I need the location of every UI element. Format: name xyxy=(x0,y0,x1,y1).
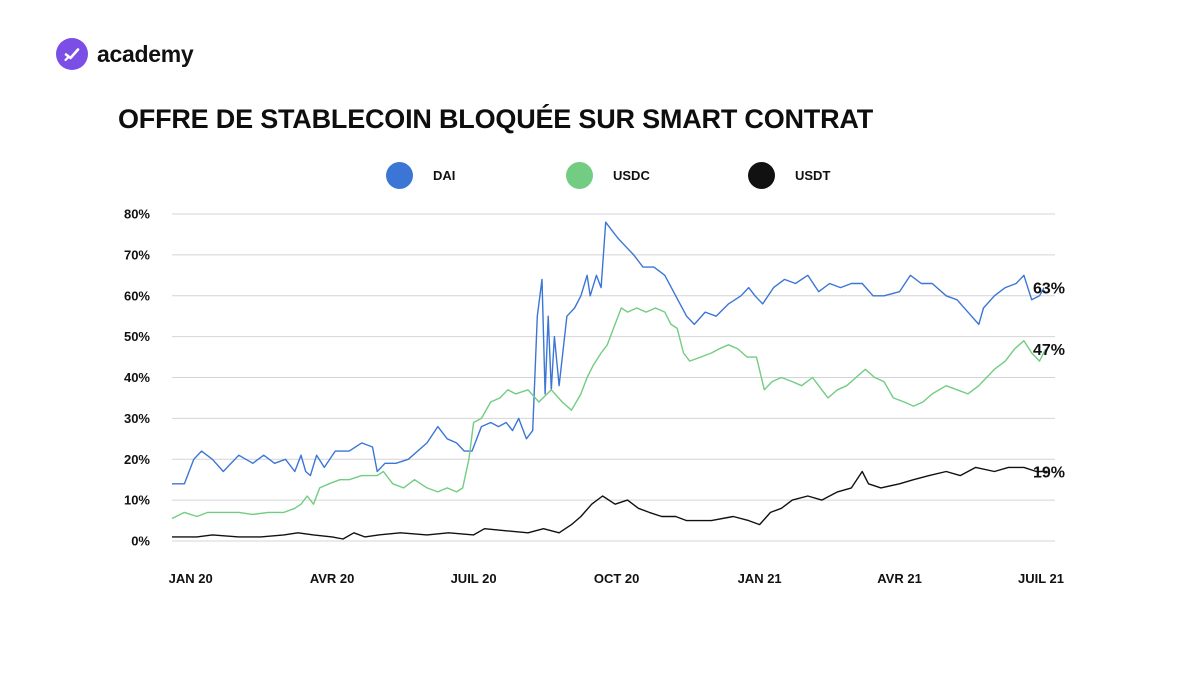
x-tick-label: AVR 20 xyxy=(310,571,355,586)
series-line-usdc xyxy=(171,307,1047,520)
chart-title: OFFRE DE STABLECOIN BLOQUÉE SUR SMART CO… xyxy=(118,104,873,134)
legend-item-usdt: USDT xyxy=(748,162,830,189)
y-tick-label: 60% xyxy=(124,288,150,303)
end-value-label: 19% xyxy=(1033,465,1065,482)
series-line-dai xyxy=(172,221,1045,485)
x-tick-label: OCT 20 xyxy=(594,571,640,586)
checkmark-icon xyxy=(56,38,88,70)
y-tick-label: 10% xyxy=(124,493,150,508)
end-value-label: 47% xyxy=(1033,342,1065,359)
end-value-label: 63% xyxy=(1033,281,1065,298)
y-tick-label: 0% xyxy=(131,534,150,549)
x-tick-label: AVR 21 xyxy=(877,571,922,586)
y-tick-label: 30% xyxy=(124,411,150,426)
legend-swatch xyxy=(386,162,413,189)
legend-swatch xyxy=(748,162,775,189)
legend-item-dai: DAI xyxy=(386,162,455,189)
y-tick-label: 40% xyxy=(124,370,150,385)
x-tick-label: JUIL 20 xyxy=(451,571,497,586)
y-tick-label: 70% xyxy=(124,247,150,262)
legend-label: USDT xyxy=(795,168,831,183)
chart-legend: DAI USDC USDT xyxy=(0,162,1200,190)
series-line-usdt xyxy=(172,466,1048,540)
x-tick-label: JAN 21 xyxy=(738,571,782,586)
y-tick-label: 80% xyxy=(124,207,150,222)
brand-name: academy xyxy=(97,40,194,67)
x-tick-label: JUIL 21 xyxy=(1018,571,1064,586)
brand: academy xyxy=(56,38,194,70)
legend-label: USDC xyxy=(613,168,650,183)
legend-item-usdc: USDC xyxy=(566,162,650,189)
x-tick-label: JAN 20 xyxy=(169,571,213,586)
y-tick-label: 20% xyxy=(124,452,150,467)
y-tick-label: 50% xyxy=(124,329,150,344)
legend-label: DAI xyxy=(433,168,456,183)
legend-swatch xyxy=(566,162,593,189)
